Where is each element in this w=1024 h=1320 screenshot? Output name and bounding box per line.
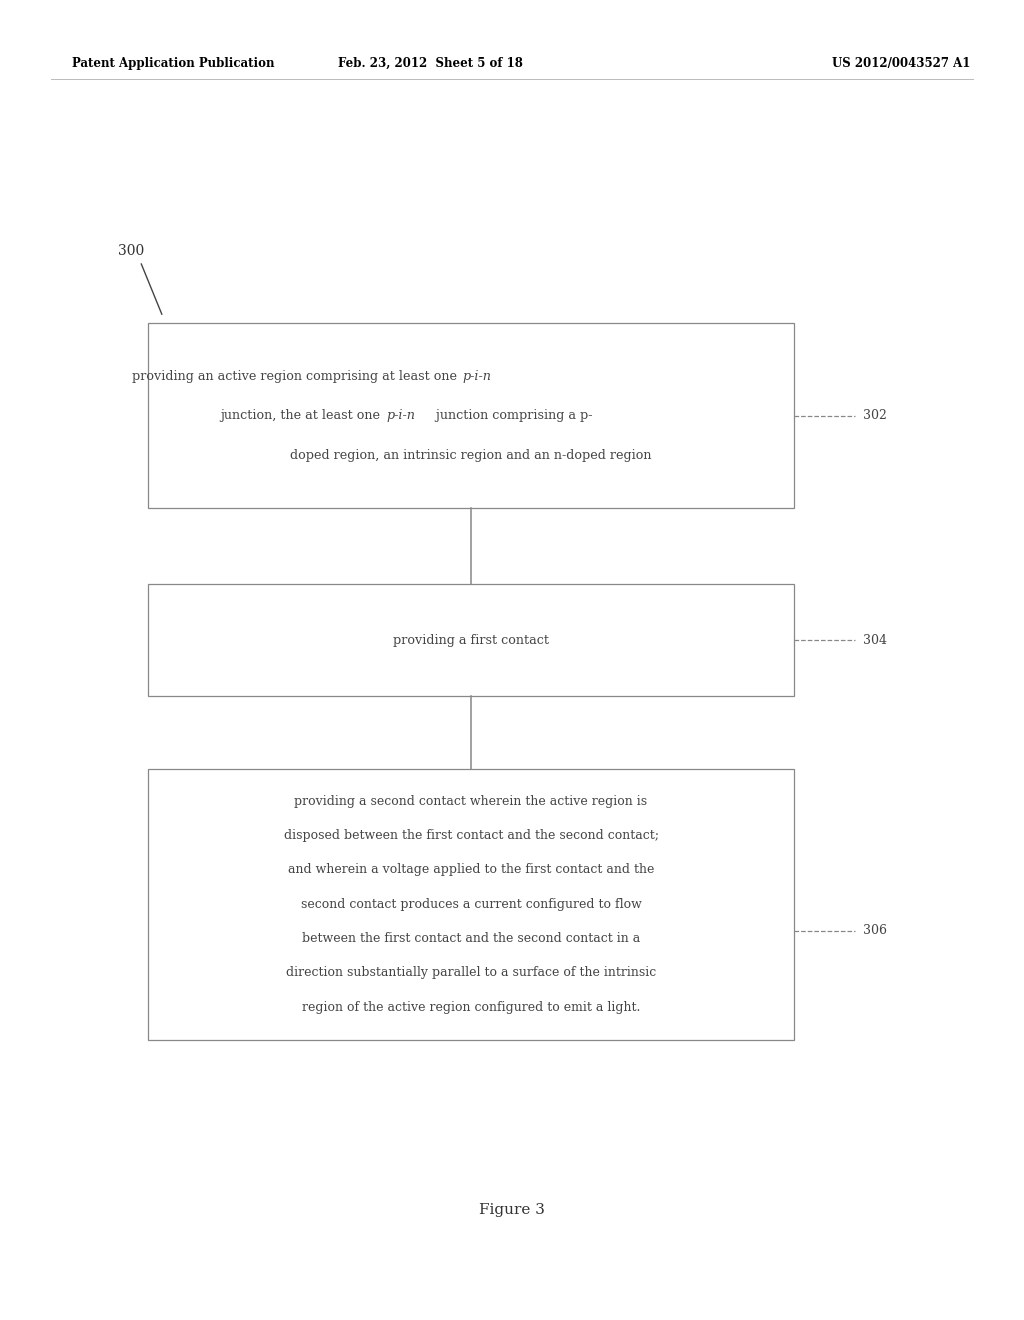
Text: second contact produces a current configured to flow: second contact produces a current config…	[301, 898, 641, 911]
Text: 300: 300	[118, 244, 144, 257]
Text: junction comprising a p-: junction comprising a p-	[432, 409, 593, 422]
Bar	[148, 323, 794, 508]
Text: Figure 3: Figure 3	[479, 1204, 545, 1217]
Text: 304: 304	[863, 634, 887, 647]
Text: junction, the at least one: junction, the at least one	[220, 409, 384, 422]
Text: and wherein a voltage applied to the first contact and the: and wherein a voltage applied to the fir…	[288, 863, 654, 876]
Text: 306: 306	[863, 924, 887, 937]
Text: providing an active region comprising at least one: providing an active region comprising at…	[132, 370, 461, 383]
Text: between the first contact and the second contact in a: between the first contact and the second…	[302, 932, 640, 945]
Text: region of the active region configured to emit a light.: region of the active region configured t…	[302, 1001, 640, 1014]
Text: doped region, an intrinsic region and an n-doped region: doped region, an intrinsic region and an…	[290, 449, 652, 462]
Text: direction substantially parallel to a surface of the intrinsic: direction substantially parallel to a su…	[286, 966, 656, 979]
Text: US 2012/0043527 A1: US 2012/0043527 A1	[831, 57, 971, 70]
Text: providing a first contact: providing a first contact	[393, 634, 549, 647]
Text: disposed between the first contact and the second contact;: disposed between the first contact and t…	[284, 829, 658, 842]
Text: Feb. 23, 2012  Sheet 5 of 18: Feb. 23, 2012 Sheet 5 of 18	[338, 57, 522, 70]
Bar	[148, 768, 794, 1040]
Text: Patent Application Publication: Patent Application Publication	[72, 57, 274, 70]
Text: p-i-n: p-i-n	[463, 370, 492, 383]
Text: providing a second contact wherein the active region is: providing a second contact wherein the a…	[295, 795, 647, 808]
Bar	[148, 583, 794, 697]
Text: p-i-n: p-i-n	[386, 409, 415, 422]
Text: 302: 302	[863, 409, 887, 422]
